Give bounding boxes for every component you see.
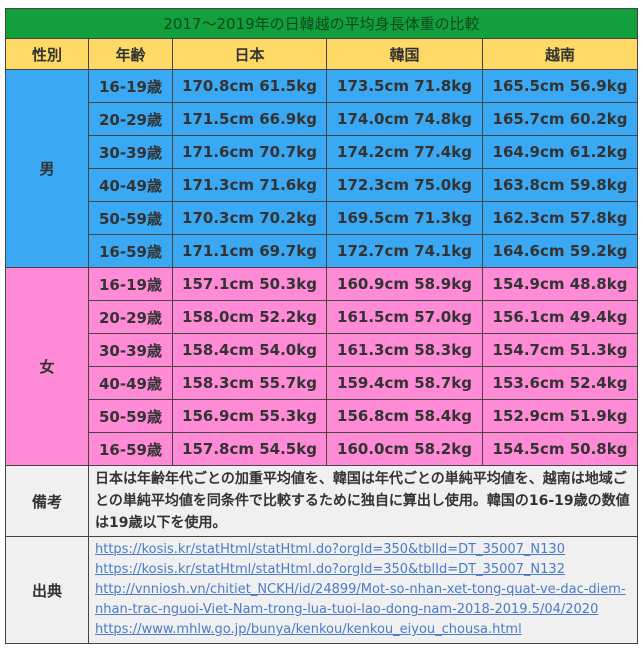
value-cell: 164.9cm 61.2kg: [481, 135, 639, 169]
value-cell: 161.5cm 57.0kg: [326, 300, 483, 334]
table-row: 女 16-19歳 157.1cm 50.3kg 160.9cm 58.9kg 154.9…: [5, 267, 639, 466]
value-cell: 157.1cm 50.3kg: [172, 267, 327, 301]
value-cell: 154.9cm 48.8kg: [481, 267, 639, 301]
source-link[interactable]: https://kosis.kr/statHtml/statHtml.do?or…: [95, 542, 565, 557]
table-row: 20-29歳 171.5cm 66.9kg 174.0cm 74.8kg 165.7c…: [6, 102, 639, 136]
value-cell: 171.6cm 70.7kg: [172, 135, 327, 169]
age-cell: 50-59歳: [88, 201, 173, 235]
age-cell: 40-49歳: [88, 366, 173, 400]
header-japan: 日本: [172, 38, 327, 70]
value-cell: 158.3cm 55.7kg: [172, 366, 327, 400]
age-cell: 50-59歳: [88, 399, 173, 433]
source-link[interactable]: https://www.mhlw.go.jp/bunya/kenkou/kenk…: [95, 622, 522, 637]
value-cell: 163.8cm 59.8kg: [481, 168, 639, 202]
remarks-text: 日本は年齢年代ごとの加重平均値を、韓国は年代ごとの単純平均値を、越南は地域ごとの…: [87, 465, 639, 537]
value-cell: 171.5cm 66.9kg: [172, 102, 327, 136]
value-cell: 172.7cm 74.1kg: [326, 234, 483, 268]
age-cell: 16-59歳: [88, 234, 173, 268]
value-cell: 165.7cm 60.2kg: [481, 102, 639, 136]
sources-label: 出典: [5, 536, 89, 644]
value-cell: 158.0cm 52.2kg: [172, 300, 327, 334]
gender-cell-female: 女: [5, 267, 89, 466]
value-cell: 171.1cm 69.7kg: [172, 234, 327, 268]
value-cell: 159.4cm 58.7kg: [326, 366, 483, 400]
value-cell: 173.5cm 71.8kg: [326, 69, 483, 103]
gender-cell-male: 男: [5, 69, 89, 268]
sources-list: https://kosis.kr/statHtml/statHtml.do?or…: [87, 536, 639, 644]
age-cell: 30-39歳: [88, 135, 173, 169]
value-cell: 157.8cm 54.5kg: [172, 432, 327, 466]
table-row: 30-39歳 171.6cm 70.7kg 174.2cm 77.4kg 164.9c…: [6, 135, 639, 169]
value-cell: 156.8cm 58.4kg: [326, 399, 483, 433]
table-row: 30-39歳 158.4cm 54.0kg 161.3cm 58.3kg 154.7c…: [6, 333, 639, 367]
value-cell: 154.5cm 50.8kg: [481, 432, 639, 466]
age-cell: 40-49歳: [88, 168, 173, 202]
value-cell: 171.3cm 71.6kg: [172, 168, 327, 202]
table-title: 2017～2019年の日韓越の平均身長体重の比較: [4, 8, 639, 39]
value-cell: 174.2cm 77.4kg: [326, 135, 483, 169]
age-cell: 16-19歳: [88, 267, 173, 301]
value-cell: 156.1cm 49.4kg: [481, 300, 639, 334]
value-cell: 170.8cm 61.5kg: [172, 69, 327, 103]
table-row: 男 16-19歳 170.8cm 61.5kg 173.5cm 71.8kg 165.5…: [5, 69, 639, 268]
value-cell: 160.9cm 58.9kg: [326, 267, 483, 301]
table-row: 50-59歳 170.3cm 70.2kg 169.5cm 71.3kg 162.3c…: [6, 201, 639, 235]
source-link[interactable]: https://kosis.kr/statHtml/statHtml.do?or…: [95, 562, 565, 577]
header-vietnam: 越南: [481, 38, 639, 70]
table-row: 16-59歳 157.8cm 54.5kg 160.0cm 58.2kg 154.5c…: [6, 432, 639, 466]
value-cell: 172.3cm 75.0kg: [326, 168, 483, 202]
value-cell: 158.4cm 54.0kg: [172, 333, 327, 367]
comparison-table: 2017～2019年の日韓越の平均身長体重の比較 性別 年齢 日本 韓国 越南 …: [4, 8, 639, 644]
value-cell: 164.6cm 59.2kg: [481, 234, 639, 268]
age-cell: 20-29歳: [88, 102, 173, 136]
value-cell: 161.3cm 58.3kg: [326, 333, 483, 367]
value-cell: 156.9cm 55.3kg: [172, 399, 327, 433]
value-cell: 169.5cm 71.3kg: [326, 201, 483, 235]
header-gender: 性別: [5, 38, 89, 70]
value-cell: 165.5cm 56.9kg: [481, 69, 639, 103]
value-cell: 174.0cm 74.8kg: [326, 102, 483, 136]
age-cell: 30-39歳: [88, 333, 173, 367]
table-row: 40-49歳 171.3cm 71.6kg 172.3cm 75.0kg 163.8c…: [6, 168, 639, 202]
table-row: 50-59歳 156.9cm 55.3kg 156.8cm 58.4kg 152.9c…: [6, 399, 639, 433]
table-row: 16-59歳 171.1cm 69.7kg 172.7cm 74.1kg 164.6c…: [6, 234, 639, 268]
value-cell: 162.3cm 57.8kg: [481, 201, 639, 235]
value-cell: 160.0cm 58.2kg: [326, 432, 483, 466]
table-row: 40-49歳 158.3cm 55.7kg 159.4cm 58.7kg 153.6c…: [6, 366, 639, 400]
value-cell: 170.3cm 70.2kg: [172, 201, 327, 235]
age-cell: 20-29歳: [88, 300, 173, 334]
source-link[interactable]: http://vnniosh.vn/chitiet_NCKH/id/24899/…: [95, 582, 626, 617]
header-korea: 韓国: [326, 38, 483, 70]
value-cell: 153.6cm 52.4kg: [481, 366, 639, 400]
remarks-label: 備考: [5, 465, 89, 537]
age-cell: 16-19歳: [88, 69, 173, 103]
value-cell: 154.7cm 51.3kg: [481, 333, 639, 367]
value-cell: 152.9cm 51.9kg: [481, 399, 639, 433]
header-age: 年齢: [88, 38, 173, 70]
age-cell: 16-59歳: [88, 432, 173, 466]
table-row: 20-29歳 158.0cm 52.2kg 161.5cm 57.0kg 156.1c…: [6, 300, 639, 334]
